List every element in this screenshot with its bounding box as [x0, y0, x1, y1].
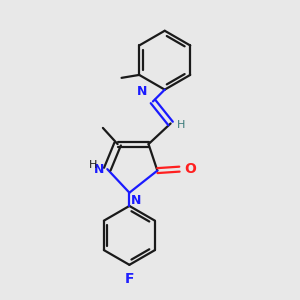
Text: O: O — [184, 162, 196, 176]
Text: F: F — [124, 272, 134, 286]
Text: H: H — [88, 160, 97, 170]
Text: N: N — [137, 85, 148, 98]
Text: N: N — [94, 163, 104, 176]
Text: N: N — [131, 194, 141, 207]
Text: H: H — [176, 120, 185, 130]
